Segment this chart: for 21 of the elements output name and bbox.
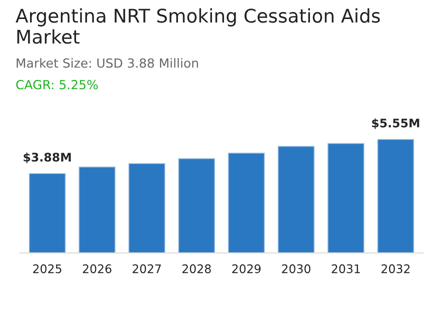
bar	[278, 146, 314, 253]
text: CAGR: 5.25%	[16, 80, 98, 90]
chart-subtitle: Market Size: USD 3.88 Million	[16, 58, 198, 68]
x-tick-label: 2027	[132, 264, 161, 274]
x-tick-label: 2025	[33, 264, 62, 274]
bar	[178, 158, 215, 253]
x-tick-label: 2028	[182, 264, 211, 274]
bar	[128, 163, 166, 253]
x-tick-label: 2026	[82, 264, 112, 274]
bar	[28, 173, 66, 253]
bar	[377, 139, 414, 253]
bar	[78, 166, 116, 253]
x-tick-label: 2030	[282, 264, 310, 274]
bar	[228, 152, 265, 253]
x-tick-label: 2031	[332, 264, 360, 274]
x-tick-label: 2032	[382, 264, 410, 274]
chart-title: Argentina NRT Smoking Cessation Aids Market	[16, 8, 380, 44]
x-tick-label: 2029	[232, 264, 261, 274]
data-label: $3.88M	[24, 152, 71, 164]
data-label: $5.55M	[372, 118, 420, 130]
bar	[328, 143, 364, 253]
